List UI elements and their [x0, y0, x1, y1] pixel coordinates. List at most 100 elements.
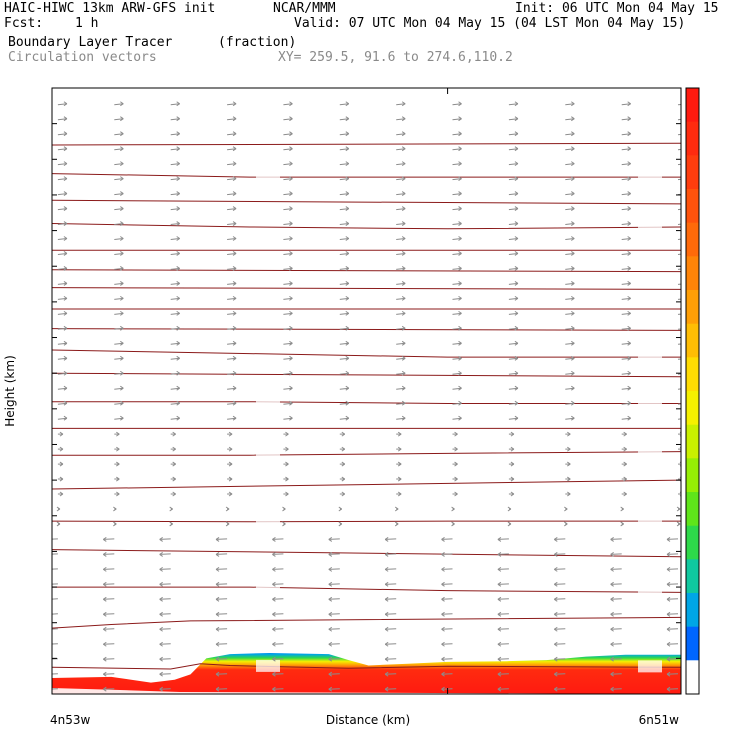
vector-arrow — [339, 163, 349, 166]
vector-arrow-head — [397, 491, 402, 497]
vector-arrow-head — [120, 325, 124, 331]
vector-arrow-head — [458, 310, 462, 316]
vector-arrow-head — [345, 146, 350, 152]
vector-arrow-head — [172, 446, 176, 452]
vector-arrow — [666, 568, 679, 570]
vector-arrow-head — [571, 415, 575, 421]
vector-arrow-head — [232, 370, 237, 376]
vector-arrow-head — [514, 280, 519, 286]
forecast-label: Fcst: — [4, 16, 44, 31]
vector-arrow-head — [507, 521, 512, 527]
vector-arrow-head — [59, 461, 64, 467]
vector-arrow — [339, 387, 349, 390]
vector-arrow-head — [272, 656, 276, 662]
vector-arrow-head — [215, 641, 220, 647]
vector-arrow-head — [47, 567, 50, 571]
vector-arrow-head — [59, 431, 64, 437]
vector-arrow-head — [627, 415, 631, 421]
vector-arrow-head — [120, 295, 124, 301]
vector-arrow-head — [47, 642, 50, 646]
vector-arrow-head — [571, 131, 575, 137]
vector-arrow — [283, 163, 293, 166]
vector-arrow-head — [458, 236, 462, 241]
contour-label-bg — [638, 397, 662, 410]
vector-arrow-head — [159, 566, 163, 572]
vector-arrow-head — [666, 566, 671, 572]
vector-arrow-head — [497, 596, 502, 602]
vector-arrow — [328, 553, 340, 555]
vector-arrow — [621, 178, 631, 181]
vector-arrow-head — [341, 446, 346, 452]
vector-arrow-head — [285, 461, 289, 467]
vector-arrow-head — [120, 161, 124, 167]
vector-arrow-head — [441, 537, 445, 542]
vector-arrow-head — [289, 221, 293, 226]
vector-arrow — [396, 342, 406, 345]
vector-arrow — [621, 253, 631, 255]
vector-arrow-head — [341, 431, 346, 437]
vector-arrow — [565, 402, 575, 405]
vector-arrow — [621, 357, 631, 360]
vector-arrow-head — [63, 310, 68, 316]
vector-arrow — [452, 402, 462, 405]
vector-arrow — [508, 282, 518, 285]
vector-arrow — [452, 253, 462, 255]
vector-arrow-head — [47, 537, 50, 541]
surface-strip — [52, 688, 681, 694]
vector-arrow — [170, 282, 180, 285]
vector-arrow-head — [458, 325, 462, 331]
vector-arrow — [170, 118, 180, 121]
vector-arrow-head — [215, 596, 220, 602]
vector-arrow — [227, 342, 237, 345]
vector-arrow-head — [627, 221, 631, 226]
vector-arrow-head — [289, 325, 293, 331]
vector-arrow — [621, 148, 631, 151]
vector-arrow — [227, 297, 237, 300]
vector-arrow — [339, 178, 349, 181]
vector-arrow-head — [159, 611, 163, 617]
vector-arrow — [227, 148, 237, 151]
vector-arrow-head — [401, 355, 406, 361]
vector-arrow — [396, 417, 406, 420]
vector-arrow — [339, 417, 349, 420]
vector-arrow — [396, 238, 406, 240]
vector-arrow — [57, 267, 67, 270]
colorbar-swatch — [686, 88, 699, 123]
x-axis-label: Distance (km) — [326, 713, 410, 727]
vector-arrow-head — [345, 385, 350, 391]
vector-arrow-head — [116, 461, 120, 467]
vector-arrow — [114, 402, 124, 405]
vector-arrow — [57, 133, 67, 136]
vector-arrow-head — [289, 191, 293, 197]
vector-arrow-head — [63, 355, 68, 361]
vector-arrow — [554, 613, 566, 615]
vector-arrow-head — [510, 491, 515, 497]
vector-arrow-head — [272, 671, 276, 677]
vector-arrow-head — [328, 626, 333, 632]
vector-arrow — [103, 568, 115, 570]
temperature-contours — [52, 142, 681, 673]
vector-arrow — [508, 103, 518, 106]
colorbar-swatch — [686, 155, 699, 190]
vector-arrow-head — [571, 310, 575, 316]
tracer-region — [52, 653, 681, 694]
vector-arrow — [283, 223, 293, 225]
vector-arrow — [328, 538, 340, 540]
vector-arrow-head — [120, 191, 124, 197]
vector-arrow-head — [176, 415, 180, 421]
vector-arrow — [283, 372, 293, 375]
vector-arrow — [57, 118, 67, 121]
vector-arrow — [328, 688, 340, 690]
vector-arrow-head — [554, 641, 558, 647]
vector-arrow — [396, 118, 406, 121]
vector-arrow — [508, 178, 518, 181]
vector-arrow — [677, 298, 681, 300]
vector-arrow — [497, 658, 509, 660]
vector-arrow — [565, 387, 575, 390]
x-axis — [51, 88, 449, 694]
vector-arrow-head — [571, 355, 575, 361]
vector-arrow-head — [384, 656, 389, 662]
vector-arrow-head — [103, 551, 107, 557]
vector-arrow — [621, 163, 631, 166]
vector-arrow-head — [458, 206, 462, 211]
